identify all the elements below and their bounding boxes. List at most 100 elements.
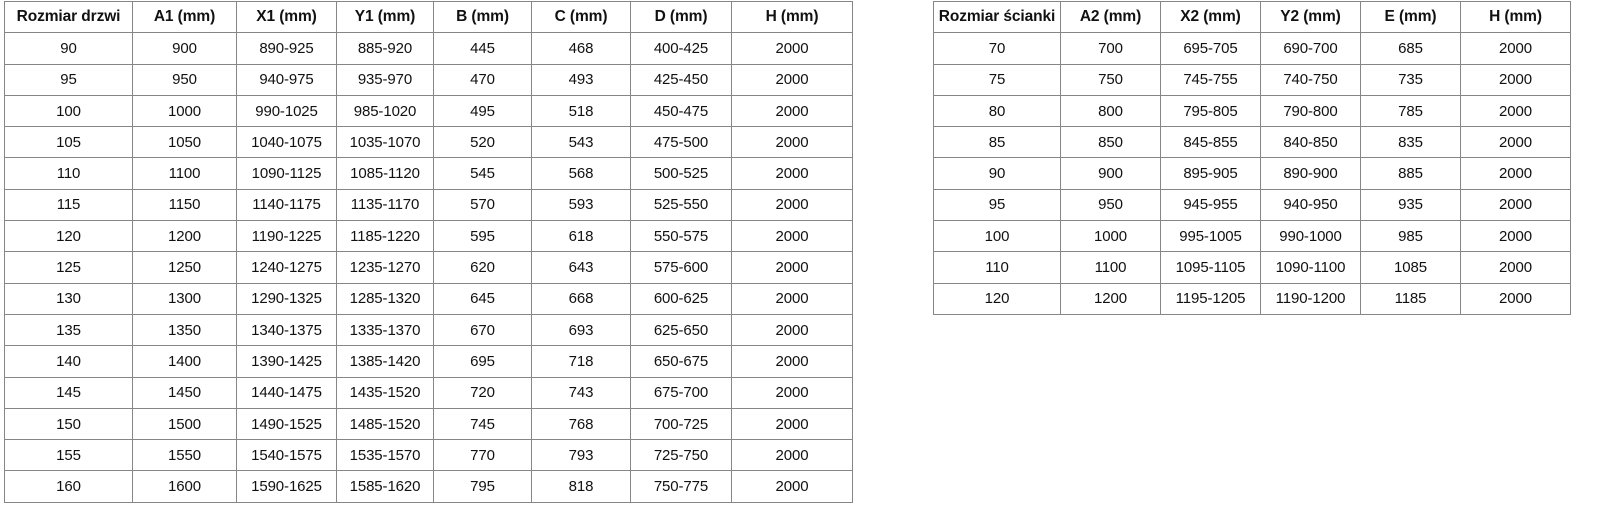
table-row: 120 1200 1190-1225 1185-1220 595 618 550-575 20… — [4, 220, 853, 253]
table-cell: 1200 — [1060, 282, 1161, 315]
table-cell: 1150 — [132, 188, 237, 222]
column-header-6: D (mm) — [630, 0, 732, 34]
table-cell: 645 — [433, 282, 532, 315]
table-cell: 995-1005 — [1160, 220, 1261, 253]
table-cell: 685 — [1360, 32, 1461, 65]
table-cell: 110 — [4, 157, 133, 190]
table-cell: 770 — [433, 439, 532, 472]
table-row: 145 1450 1440-1475 1435-1520 720 743 675-700 20… — [4, 376, 853, 409]
table-cell: 500-525 — [630, 157, 732, 190]
table-header-row: Rozmiar ścianki A2 (mm) X2 (mm) Y2 (mm) E (m… — [933, 0, 1571, 34]
column-header-2: X2 (mm) — [1160, 0, 1261, 34]
column-header-7: H (mm) — [731, 0, 853, 34]
table-cell: 575-600 — [630, 251, 732, 284]
table-cell: 445 — [433, 32, 532, 65]
table-row: 110 1100 1090-1125 1085-1120 545 568 500-525 20… — [4, 157, 853, 190]
table-cell: 1085-1120 — [336, 157, 434, 190]
table-cell: 990-1025 — [236, 94, 337, 128]
table-cell: 595 — [433, 220, 532, 253]
table-cell: 1500 — [132, 407, 237, 441]
table-cell: 990-1000 — [1260, 220, 1361, 253]
table-cell: 550-575 — [630, 220, 732, 253]
table-cell: 1000 — [132, 94, 237, 128]
table-cell: 1400 — [132, 345, 237, 378]
table-cell: 1385-1420 — [336, 345, 434, 378]
table-cell: 1535-1570 — [336, 439, 434, 472]
table-row: 130 1300 1290-1325 1285-1320 645 668 600-625 20… — [4, 282, 853, 315]
table-cell: 670 — [433, 313, 532, 347]
table-cell: 985-1020 — [336, 94, 434, 128]
column-header-0: Rozmiar drzwi — [4, 0, 133, 34]
table-cell: 2000 — [1460, 63, 1571, 96]
table-cell: 1195-1205 — [1160, 282, 1261, 315]
table-row: 115 1150 1140-1175 1135-1170 570 593 525-550 20… — [4, 188, 853, 222]
table-cell: 1450 — [132, 376, 237, 409]
table-cell: 1300 — [132, 282, 237, 315]
table-cell: 695-705 — [1160, 32, 1261, 65]
table-cell: 845-855 — [1160, 126, 1261, 159]
table-cell: 75 — [933, 63, 1061, 96]
table-cell: 768 — [531, 407, 631, 441]
column-header-4: B (mm) — [433, 0, 532, 34]
table-cell: 105 — [4, 126, 133, 159]
table-cell: 1250 — [132, 251, 237, 284]
table-cell: 750 — [1060, 63, 1161, 96]
table-cell: 1095-1105 — [1160, 251, 1261, 284]
column-header-0: Rozmiar ścianki — [933, 0, 1061, 34]
table-cell: 2000 — [731, 439, 853, 472]
door-size-table: Rozmiar drzwi A1 (mm) X1 (mm) Y1 (mm) B (mm)… — [4, 0, 853, 503]
table-row: 100 1000 990-1025 985-1020 495 518 450-475 2000 — [4, 94, 853, 128]
table-cell: 475-500 — [630, 126, 732, 159]
table-cell: 1340-1375 — [236, 313, 337, 347]
table-cell: 895-905 — [1160, 157, 1261, 190]
table-cell: 650-675 — [630, 345, 732, 378]
table-cell: 2000 — [731, 126, 853, 159]
table-cell: 718 — [531, 345, 631, 378]
table-cell: 145 — [4, 376, 133, 409]
table-cell: 725-750 — [630, 439, 732, 472]
table-cell: 525-550 — [630, 188, 732, 222]
table-cell: 95 — [4, 63, 133, 96]
table-cell: 890-900 — [1260, 157, 1361, 190]
table-cell: 950 — [1060, 188, 1161, 222]
table-cell: 985 — [1360, 220, 1461, 253]
table-cell: 120 — [933, 282, 1061, 315]
table-cell: 2000 — [731, 157, 853, 190]
table-cell: 1185-1220 — [336, 220, 434, 253]
table-cell: 735 — [1360, 63, 1461, 96]
table-cell: 795-805 — [1160, 94, 1261, 128]
table-cell: 545 — [433, 157, 532, 190]
table-cell: 2000 — [731, 220, 853, 253]
table-cell: 1540-1575 — [236, 439, 337, 472]
table-row: 140 1400 1390-1425 1385-1420 695 718 650-675 20… — [4, 345, 853, 378]
table-cell: 1185 — [1360, 282, 1461, 315]
table-cell: 2000 — [731, 282, 853, 315]
table-cell: 885 — [1360, 157, 1461, 190]
column-header-3: Y1 (mm) — [336, 0, 434, 34]
table-cell: 2000 — [1460, 94, 1571, 128]
table-cell: 1490-1525 — [236, 407, 337, 441]
column-header-2: X1 (mm) — [236, 0, 337, 34]
table-cell: 1100 — [1060, 251, 1161, 284]
table-cell: 745-755 — [1160, 63, 1261, 96]
table-cell: 568 — [531, 157, 631, 190]
table-cell: 935 — [1360, 188, 1461, 222]
table-cell: 95 — [933, 188, 1061, 222]
door-table-body: 90 900 890-925 885-920 445 468 400-425 2000 95 95… — [4, 32, 853, 503]
table-cell: 90 — [933, 157, 1061, 190]
table-cell: 570 — [433, 188, 532, 222]
table-cell: 2000 — [731, 63, 853, 96]
table-cell: 543 — [531, 126, 631, 159]
table-row: 160 1600 1590-1625 1585-1620 795 818 750-775 20… — [4, 470, 853, 503]
column-header-5: C (mm) — [531, 0, 631, 34]
table-cell: 793 — [531, 439, 631, 472]
table-cell: 2000 — [1460, 282, 1571, 315]
table-cell: 1190-1200 — [1260, 282, 1361, 315]
table-cell: 135 — [4, 313, 133, 347]
table-cell: 90 — [4, 32, 133, 65]
table-cell: 1100 — [132, 157, 237, 190]
table-cell: 593 — [531, 188, 631, 222]
table-cell: 700 — [1060, 32, 1161, 65]
table-row: 85 850 845-855 840-850 835 2000 — [933, 126, 1571, 159]
